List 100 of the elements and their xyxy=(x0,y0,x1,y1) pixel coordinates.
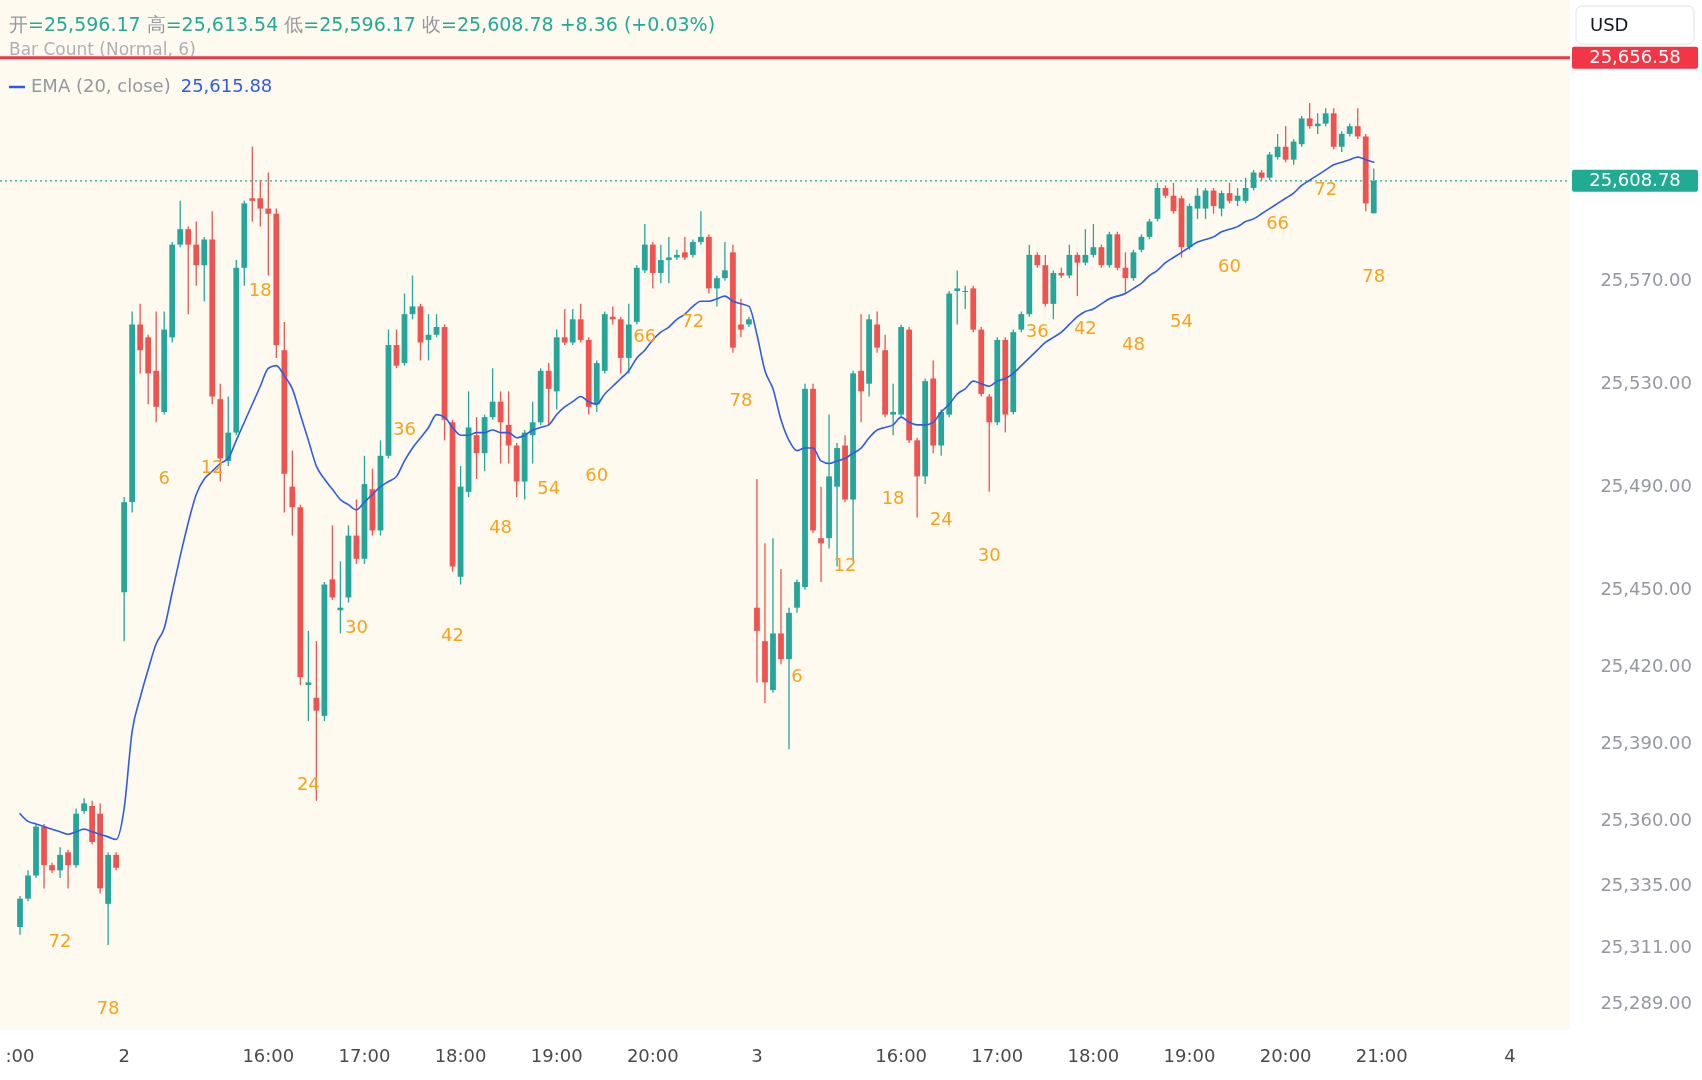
annotation: 54 xyxy=(537,476,561,498)
x-tick-label: 20:00 xyxy=(626,1045,679,1066)
y-tick-label: 25,570.00 xyxy=(1600,268,1692,290)
ref-line-label: 25,608.78 xyxy=(1589,168,1681,190)
annotation: 42 xyxy=(441,623,465,645)
candlestick xyxy=(1282,125,1289,163)
candlestick xyxy=(962,285,969,310)
x-tick-label: 17:00 xyxy=(971,1045,1024,1066)
annotation: 6 xyxy=(158,466,170,488)
candlestick xyxy=(1274,133,1281,161)
candlestick xyxy=(874,310,880,354)
text: USD xyxy=(1590,14,1629,35)
y-tick-label: 25,289.00 xyxy=(1600,992,1692,1014)
candlestick xyxy=(305,630,312,722)
x-tick-label: 21:00 xyxy=(1355,1045,1408,1066)
candlestick xyxy=(185,225,192,315)
annotation: 54 xyxy=(1170,309,1193,331)
candlestick xyxy=(497,390,504,465)
candlestick xyxy=(754,478,760,684)
candlestick xyxy=(265,171,272,277)
candlestick xyxy=(714,274,720,308)
candlestick xyxy=(65,849,71,890)
candlestick xyxy=(1218,189,1225,217)
y-tick-label: 25,490.00 xyxy=(1600,474,1692,496)
x-tick-label: 18:00 xyxy=(1067,1045,1120,1066)
candlestick xyxy=(1322,107,1329,127)
candlestick xyxy=(57,846,63,879)
candlestick xyxy=(505,390,512,465)
annotation: Bar Count (Normal, 6) xyxy=(9,39,196,59)
candlestick xyxy=(289,449,296,537)
candlestick xyxy=(698,210,704,246)
annotation: 42 xyxy=(1073,317,1097,339)
candlestick xyxy=(561,308,568,346)
annotation: 30 xyxy=(344,615,368,637)
candlestick xyxy=(954,269,961,326)
candlestick xyxy=(113,851,120,871)
annotation: 18 xyxy=(881,487,905,509)
candlestick xyxy=(1146,218,1153,241)
annotation: 48 xyxy=(1121,332,1145,354)
annotation: 18 xyxy=(248,278,272,300)
x-tick-label: 17:00 xyxy=(338,1045,391,1066)
annotation: 36 xyxy=(1025,319,1049,341)
annotation: 66 xyxy=(1266,211,1290,233)
x-tick-label: 16:00 xyxy=(242,1045,295,1066)
y-tick-label: 25,530.00 xyxy=(1600,371,1692,393)
annotation: 24 xyxy=(929,507,953,529)
annotation: 25,615.88 xyxy=(180,75,273,96)
annotation: 72 xyxy=(1314,178,1338,200)
annotation: 60 xyxy=(585,464,609,485)
candlestick xyxy=(1082,228,1089,266)
candlestick xyxy=(681,236,688,261)
x-tick-label: :00 xyxy=(5,1045,35,1066)
annotation: 48 xyxy=(489,515,513,537)
annotation: 78 xyxy=(1362,265,1386,287)
x-tick-label: 3 xyxy=(751,1045,763,1066)
annotation: 6 xyxy=(791,664,803,686)
x-tick-label: 16:00 xyxy=(875,1045,928,1066)
x-tick-label: 20:00 xyxy=(1259,1045,1312,1066)
candlestick xyxy=(1074,251,1081,297)
annotation: 72 xyxy=(681,309,705,331)
x-tick-label: 18:00 xyxy=(434,1045,487,1066)
candlestick xyxy=(1354,107,1361,140)
legend-label: EMA (20, close) xyxy=(31,75,171,96)
annotation: 12 xyxy=(833,554,857,576)
candlestick xyxy=(577,303,584,344)
annotation: 66 xyxy=(633,324,657,346)
annotation: 72 xyxy=(48,930,72,952)
candlestick xyxy=(25,869,31,902)
annotation: 30 xyxy=(977,543,1001,565)
candlestick xyxy=(890,383,897,436)
candlestick xyxy=(657,243,664,284)
annotation: 78 xyxy=(729,389,753,411)
y-tick-label: 25,390.00 xyxy=(1600,732,1692,754)
candlestick xyxy=(689,238,696,259)
x-tick-label: 2 xyxy=(118,1045,130,1066)
candlestick xyxy=(818,486,824,583)
annotation: 60 xyxy=(1218,255,1242,277)
candlestick xyxy=(177,200,184,248)
candlestick xyxy=(1306,102,1313,130)
candlestick xyxy=(1290,138,1297,166)
y-tick-label: 25,450.00 xyxy=(1600,577,1692,599)
x-tick-label: 19:00 xyxy=(1163,1045,1216,1066)
x-tick-label: 4 xyxy=(1504,1045,1516,1066)
candlestick xyxy=(738,298,744,338)
candlestick xyxy=(193,220,200,287)
candlestick xyxy=(569,308,576,346)
candlestick xyxy=(673,249,680,261)
y-tick-label: 25,360.00 xyxy=(1600,809,1692,831)
x-tick-label: 19:00 xyxy=(530,1045,583,1066)
candlestick xyxy=(1018,310,1025,333)
y-tick-label: 25,311.00 xyxy=(1600,935,1692,957)
y-tick-label: 25,335.00 xyxy=(1600,873,1692,895)
candlestick xyxy=(1338,130,1345,153)
y-tick-label: 25,420.00 xyxy=(1600,654,1692,676)
text: 开=25,596.17 高=25,613.54 低=25,596.17 收=25,608.78 +8.36 (+0.03%) xyxy=(9,12,716,35)
annotation: 36 xyxy=(393,417,416,439)
candlestick xyxy=(722,241,728,282)
candlestick xyxy=(257,179,264,228)
ref-line-label: 25,656.58 xyxy=(1589,45,1681,67)
candlestick xyxy=(1066,243,1073,279)
